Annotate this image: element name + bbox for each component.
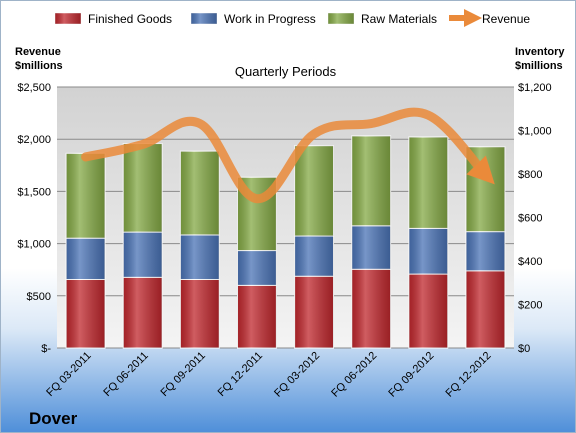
bar-shine bbox=[66, 153, 105, 239]
left-tick-label: $500 bbox=[27, 291, 51, 303]
bar-raw-materials bbox=[408, 136, 449, 229]
bar-finished-goods bbox=[179, 278, 220, 349]
bar-shine bbox=[408, 228, 448, 275]
category-label: FQ 12-2011 bbox=[216, 350, 265, 399]
bar-shine bbox=[66, 279, 105, 348]
bar-finished-goods bbox=[351, 268, 392, 349]
legend-label: Revenue bbox=[482, 12, 530, 26]
bar-finished-goods bbox=[122, 276, 163, 349]
right-tick-label: $600 bbox=[518, 213, 542, 225]
category-label: FQ 12-2012 bbox=[444, 350, 494, 400]
revenue-line bbox=[81, 107, 495, 204]
bar-shine bbox=[123, 232, 163, 278]
bar-finished-goods bbox=[65, 278, 106, 349]
left-tick-label: $- bbox=[41, 343, 51, 355]
left-axis-title-line1: Revenue bbox=[15, 46, 61, 58]
bar-shine bbox=[294, 235, 334, 277]
legend-swatch-shine bbox=[191, 13, 217, 24]
bar-shine bbox=[351, 135, 391, 226]
bar-shine bbox=[466, 270, 505, 348]
bar-shine bbox=[123, 143, 163, 233]
bar-work-in-progress bbox=[351, 225, 392, 270]
category-label: FQ 06-2012 bbox=[329, 350, 379, 400]
bar-raw-materials bbox=[294, 145, 334, 237]
bar-shine bbox=[66, 238, 105, 280]
left-tick-label: $2,500 bbox=[17, 82, 51, 94]
left-tick-label: $1,500 bbox=[17, 186, 51, 198]
bar-work-in-progress bbox=[179, 234, 220, 280]
right-tick-label: $200 bbox=[518, 300, 542, 312]
bar-shine bbox=[408, 274, 448, 348]
chart-subtitle: Quarterly Periods bbox=[235, 64, 337, 79]
bars bbox=[65, 135, 506, 349]
bar-work-in-progress bbox=[465, 231, 506, 272]
category-label: FQ 09-2012 bbox=[386, 350, 436, 400]
bar-shine bbox=[294, 276, 334, 348]
legend-swatch-shine bbox=[55, 13, 81, 24]
revenue-line-layer bbox=[81, 107, 495, 204]
bar-shine bbox=[180, 234, 220, 280]
bar-shine bbox=[294, 145, 334, 236]
legend: Finished Goods Work in Progress Raw Materi… bbox=[54, 9, 530, 27]
bar-shine bbox=[123, 277, 163, 348]
category-label: FQ 06-2011 bbox=[101, 350, 150, 399]
bar-finished-goods bbox=[465, 270, 506, 349]
left-axis-title-line2: $millions bbox=[15, 60, 63, 72]
bar-shine bbox=[466, 231, 505, 271]
bar-shine bbox=[180, 279, 220, 348]
legend-label: Finished Goods bbox=[88, 12, 172, 26]
right-axis-title-line2: $millions bbox=[515, 60, 563, 72]
bar-shine bbox=[351, 269, 391, 348]
legend-swatch-shine bbox=[328, 13, 354, 24]
bar-raw-materials bbox=[122, 143, 163, 233]
right-axis-title-line1: Inventory bbox=[515, 46, 565, 58]
bar-work-in-progress bbox=[294, 235, 334, 277]
left-tick-label: $1,000 bbox=[17, 239, 51, 251]
right-tick-label: $1,200 bbox=[518, 82, 552, 94]
right-tick-label: $400 bbox=[518, 256, 542, 268]
bar-work-in-progress bbox=[408, 227, 449, 275]
left-tick-label: $2,000 bbox=[17, 134, 51, 146]
bar-shine bbox=[351, 225, 391, 270]
bar-shine bbox=[237, 250, 277, 286]
bar-finished-goods bbox=[294, 275, 334, 349]
company-name: Dover bbox=[29, 409, 78, 428]
legend-item-work-in-progress: Work in Progress bbox=[190, 12, 316, 26]
right-tick-label: $1,000 bbox=[518, 126, 552, 138]
category-label: FQ 03-2012 bbox=[272, 350, 322, 400]
legend-item-finished-goods: Finished Goods bbox=[54, 12, 172, 26]
bar-raw-materials bbox=[179, 150, 220, 236]
bar-raw-materials bbox=[351, 135, 392, 227]
bar-work-in-progress bbox=[65, 237, 106, 280]
bar-shine bbox=[408, 137, 448, 229]
bar-raw-materials bbox=[65, 152, 106, 239]
chart-titles: Revenue $millions Inventory $millions Quarte… bbox=[15, 46, 565, 428]
bar-work-in-progress bbox=[122, 231, 163, 278]
right-tick-label: $800 bbox=[518, 169, 542, 181]
bar-finished-goods bbox=[408, 273, 449, 349]
category-label: FQ 09-2011 bbox=[159, 350, 208, 399]
right-tick-label: $0 bbox=[518, 343, 530, 355]
bar-shine bbox=[180, 151, 220, 235]
bar-finished-goods bbox=[237, 284, 277, 349]
category-label: FQ 03-2011 bbox=[44, 350, 93, 399]
legend-item-revenue: Revenue bbox=[449, 9, 530, 27]
legend-label: Raw Materials bbox=[361, 12, 437, 26]
legend-label: Work in Progress bbox=[224, 12, 316, 26]
bar-shine bbox=[237, 285, 277, 348]
bar-work-in-progress bbox=[237, 250, 277, 286]
legend-item-raw-materials: Raw Materials bbox=[327, 12, 437, 26]
